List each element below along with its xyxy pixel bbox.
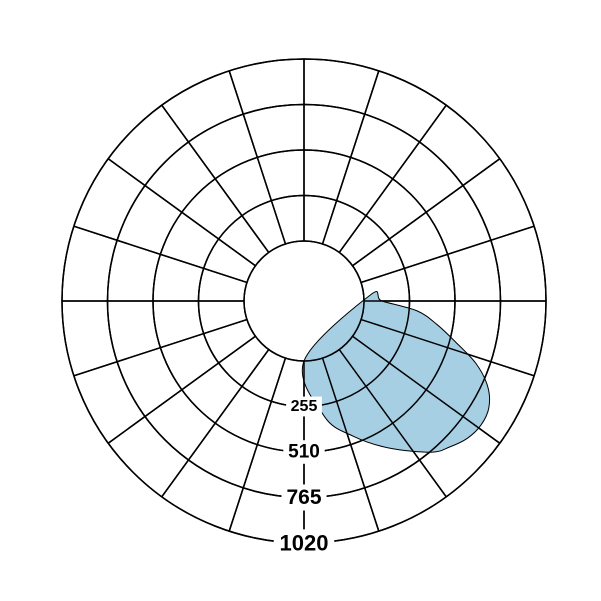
radial-tick-label: 255 [291,398,318,415]
tick-label-bg [286,396,322,417]
hub-outline [243,240,365,362]
center-hub [243,240,365,362]
tick-label-bg [281,484,327,511]
radial-tick-label: 765 [286,486,321,509]
radial-tick-label: 1020 [280,531,329,556]
tick-label-bg [283,440,325,464]
tick-label-bg [273,529,335,557]
series-area-inner [301,291,364,361]
radial-tick-labels: 255 510 765 1020 [273,396,335,557]
radial-tick-label: 510 [288,442,320,463]
